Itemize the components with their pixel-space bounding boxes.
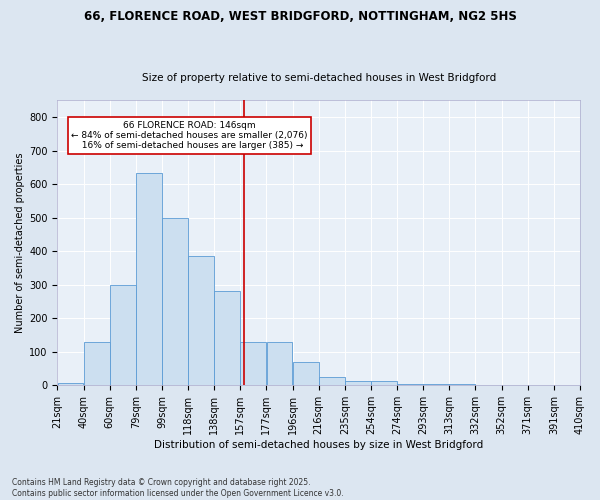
Text: 66 FLORENCE ROAD: 146sqm
← 84% of semi-detached houses are smaller (2,076)
  16%: 66 FLORENCE ROAD: 146sqm ← 84% of semi-d… (71, 120, 308, 150)
Text: 66, FLORENCE ROAD, WEST BRIDGFORD, NOTTINGHAM, NG2 5HS: 66, FLORENCE ROAD, WEST BRIDGFORD, NOTTI… (83, 10, 517, 23)
Bar (397, 384, 423, 386)
Bar (162, 218, 188, 386)
Bar (371, 381, 397, 386)
Bar (319, 377, 344, 386)
Bar (214, 292, 240, 386)
Bar (345, 382, 371, 386)
Bar (110, 285, 136, 386)
X-axis label: Distribution of semi-detached houses by size in West Bridgford: Distribution of semi-detached houses by … (154, 440, 484, 450)
Bar (241, 342, 266, 386)
Bar (266, 342, 292, 386)
Bar (188, 256, 214, 386)
Bar (83, 342, 110, 386)
Bar (476, 384, 502, 386)
Bar (424, 384, 449, 386)
Bar (136, 172, 162, 386)
Bar (449, 384, 475, 386)
Y-axis label: Number of semi-detached properties: Number of semi-detached properties (15, 152, 25, 333)
Text: Contains HM Land Registry data © Crown copyright and database right 2025.
Contai: Contains HM Land Registry data © Crown c… (12, 478, 344, 498)
Bar (58, 382, 83, 386)
Bar (293, 362, 319, 386)
Title: Size of property relative to semi-detached houses in West Bridgford: Size of property relative to semi-detach… (142, 73, 496, 83)
